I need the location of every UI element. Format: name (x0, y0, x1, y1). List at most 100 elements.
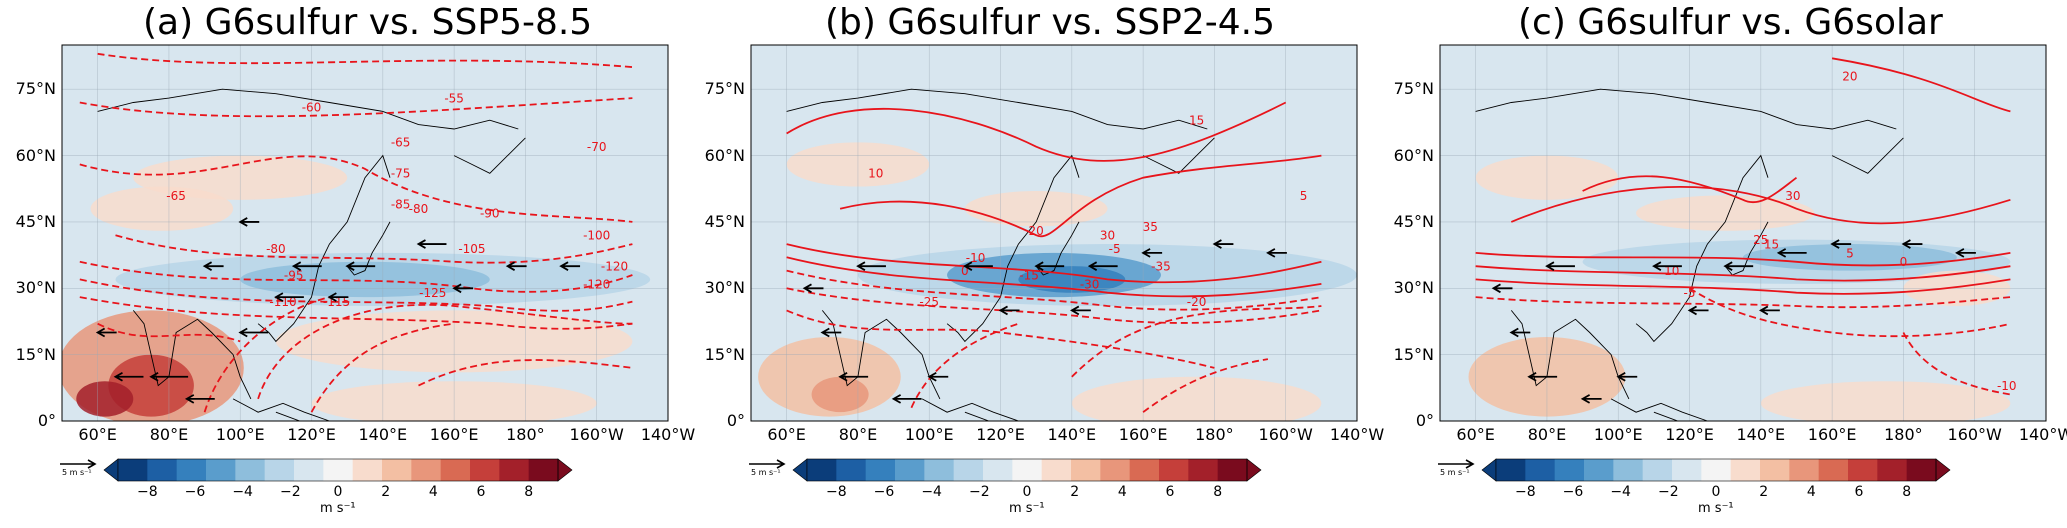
colorbar-swatch (1496, 459, 1526, 481)
colorbar-swatch (1672, 459, 1702, 481)
lon-tick: 120°E (287, 425, 336, 444)
colorbar-swatch (1100, 459, 1131, 481)
wind-vector (238, 217, 260, 227)
coastline (453, 137, 526, 174)
colorbar-swatch (1012, 459, 1043, 481)
coastline (232, 398, 330, 421)
colorbar-tick: −4 (921, 484, 942, 500)
colorbar-tick: 8 (524, 484, 534, 500)
contour-label: -10 (966, 251, 986, 265)
wind-vector (149, 371, 189, 382)
lat-tick: 75°N (15, 79, 56, 99)
vector-reference-arrow (60, 459, 97, 469)
contour-line (786, 287, 1322, 324)
anomaly-shading (1071, 376, 1322, 421)
colorbar-swatch (895, 459, 925, 481)
wind-vector (1830, 239, 1852, 249)
wind-vector (95, 327, 117, 338)
lat-tick: 30°N (1393, 278, 1434, 298)
coastline (132, 310, 252, 400)
wind-vector (1212, 239, 1234, 249)
colorbar-tick: −2 (969, 484, 990, 500)
colorbar-tick: 4 (1806, 484, 1816, 500)
lon-tick: 140°W (2018, 425, 2067, 444)
lon-tick: 80°E (149, 425, 189, 444)
contour-label: 5 (1846, 246, 1854, 260)
colorbar-tick: −4 (1610, 484, 1631, 500)
coastline (1724, 221, 1769, 276)
colorbar (103, 458, 573, 482)
colorbar-tick: −6 (873, 484, 895, 500)
contour-label: -30 (1080, 277, 1100, 291)
lon-tick: 160°W (1947, 425, 2002, 444)
contour-line (79, 296, 633, 330)
colorbar-swatch (440, 459, 471, 481)
lon-tick: 160°W (1258, 425, 1313, 444)
colorbar-tick: 0 (333, 484, 343, 500)
coastline (97, 88, 519, 130)
lon-tick: 140°W (1329, 425, 1385, 444)
contour-line (1071, 305, 1322, 378)
colorbar-swatch (1188, 459, 1219, 481)
colorbar-swatch (176, 459, 207, 481)
contour-label: -10 (1997, 379, 2017, 393)
contour-line (786, 101, 1287, 162)
lon-tick: 140°W (640, 425, 696, 444)
contour-line (310, 322, 455, 413)
contour-label: -115 (323, 295, 350, 309)
panel-b: 15 10 5 20 30 35 0 -5 -15 -10 -20 -25 -30 -35 (b) G6s… (689, 0, 1385, 528)
panel-title: (b) G6sulfur vs. SSP2-4.5 (825, 2, 1275, 43)
colorbar-swatch (352, 459, 383, 481)
wind-vector (1266, 248, 1287, 258)
colorbar-tick: −2 (1658, 484, 1679, 500)
wind-vector (1545, 261, 1575, 271)
wind-vector (1087, 261, 1118, 271)
contour-label: 20 (1842, 69, 1857, 83)
contour-label: 10 (868, 167, 883, 181)
contour-label: 35 (1143, 220, 1158, 234)
contour-label: -125 (419, 286, 446, 300)
colorbar-swatch (1848, 459, 1878, 481)
lon-tick: 100°E (215, 425, 265, 444)
colorbar-swatch (1525, 459, 1556, 481)
lon-tick: 80°E (1527, 425, 1567, 444)
lon-tick: 60°E (1456, 425, 1495, 444)
wind-vector (1616, 371, 1638, 382)
colorbar-swatch (294, 459, 324, 481)
coastline (1610, 398, 1708, 421)
lon-tick: 120°E (976, 425, 1025, 444)
coastline (346, 221, 391, 276)
colorbar-swatch (1613, 459, 1644, 481)
contour-line (97, 52, 633, 68)
wind-vector (1723, 261, 1754, 271)
contour-line (1831, 57, 2011, 113)
wind-vector (1687, 305, 1709, 316)
colorbar-swatch (1584, 459, 1614, 481)
colorbar-swatch (983, 459, 1013, 481)
lat-tick: 15°N (15, 344, 56, 364)
lon-tick: 180° (1195, 425, 1234, 444)
contour-label: -55 (444, 92, 464, 106)
contour-line (203, 296, 330, 413)
coastline (1510, 310, 1630, 400)
colorbar-tick: 6 (476, 484, 486, 500)
colorbar-swatch (1041, 459, 1072, 481)
wind-vector (802, 283, 824, 294)
lat-tick: 60°N (1393, 145, 1434, 165)
lon-tick: 160°W (569, 425, 624, 444)
wind-vector (452, 283, 474, 294)
colorbar-swatch (118, 459, 148, 481)
colorbar-swatch (836, 459, 867, 481)
colorbar-swatch (807, 459, 837, 481)
panel-title: (a) G6sulfur vs. SSP5-8.5 (143, 2, 593, 43)
contour-label: 0 (961, 264, 969, 278)
colorbar-tick: −4 (232, 484, 253, 500)
lon-tick: 160°E (1118, 425, 1168, 444)
contour-label: -75 (391, 167, 411, 181)
contour-label: 10 (1664, 264, 1679, 278)
contour-line (786, 309, 1215, 369)
contour-line (79, 278, 633, 312)
coastline (821, 310, 941, 400)
colorbar-tick: 4 (1117, 484, 1127, 500)
wind-vector (291, 261, 322, 271)
